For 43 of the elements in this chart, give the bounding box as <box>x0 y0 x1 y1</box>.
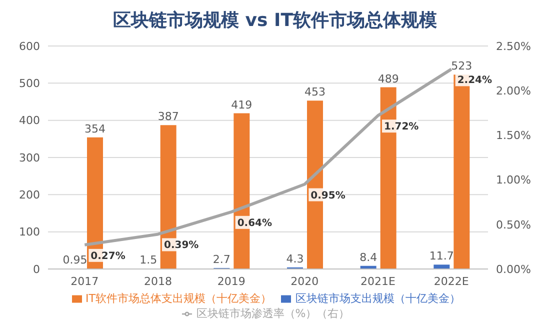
data-label: 0.27% <box>90 250 126 262</box>
y2-tick-label: 1.00% <box>496 174 531 187</box>
data-label: 419 <box>231 98 252 112</box>
data-label: 8.4 <box>360 250 378 264</box>
y-tick-label: 0 <box>33 262 40 276</box>
y2-tick-label: 0.50% <box>496 218 531 232</box>
data-label: 1.5 <box>140 253 158 266</box>
data-label: 387 <box>158 110 179 124</box>
x-tick-label: 2017 <box>70 274 99 288</box>
y-tick-label: 500 <box>19 77 40 90</box>
y-tick-label: 100 <box>19 226 40 239</box>
legend-label: IT软件市场总体支出规模（十亿美金） <box>86 292 272 305</box>
x-tick-label: 2021E <box>360 274 396 288</box>
data-label: 1.72% <box>384 122 419 133</box>
y2-tick-label: 1.50% <box>496 129 531 142</box>
data-label: 489 <box>378 72 399 86</box>
line-series <box>83 68 453 246</box>
data-label: 0.39% <box>164 240 199 252</box>
data-label: 523 <box>451 60 472 73</box>
data-label: 4.3 <box>286 252 304 266</box>
data-label: 11.7 <box>429 250 454 263</box>
data-label: 2.24% <box>457 75 492 86</box>
legend-label: 区块链市场支出规模（十亿美金） <box>295 292 460 305</box>
data-label: 453 <box>304 86 326 99</box>
data-label: 354 <box>84 122 106 136</box>
y-tick-label: 400 <box>19 114 40 128</box>
chart-title: 区块链市场规模 vs IT软件市场总体规模 <box>112 9 438 32</box>
x-tick-label: 2020 <box>290 274 319 288</box>
data-label: 0.95 <box>62 254 88 267</box>
y-tick-label: 300 <box>19 151 40 164</box>
data-label: 0.64% <box>237 218 272 229</box>
data-label: 2.7 <box>212 252 230 266</box>
data-label: 0.95% <box>310 190 346 202</box>
y-tick-label: 600 <box>19 40 40 53</box>
x-tick-label: 2022E <box>434 274 469 288</box>
y2-tick-label: 0.00% <box>496 262 531 276</box>
y2-tick-label: 2.50% <box>496 40 531 53</box>
legend-label: 区块链市场渗透率（%）（右） <box>196 307 350 320</box>
x-tick-label: 2019 <box>217 274 246 288</box>
x-tick-label: 2018 <box>144 274 172 288</box>
y2-tick-label: 2.00% <box>496 84 531 98</box>
y-tick-label: 200 <box>19 188 40 202</box>
bar <box>434 264 450 269</box>
